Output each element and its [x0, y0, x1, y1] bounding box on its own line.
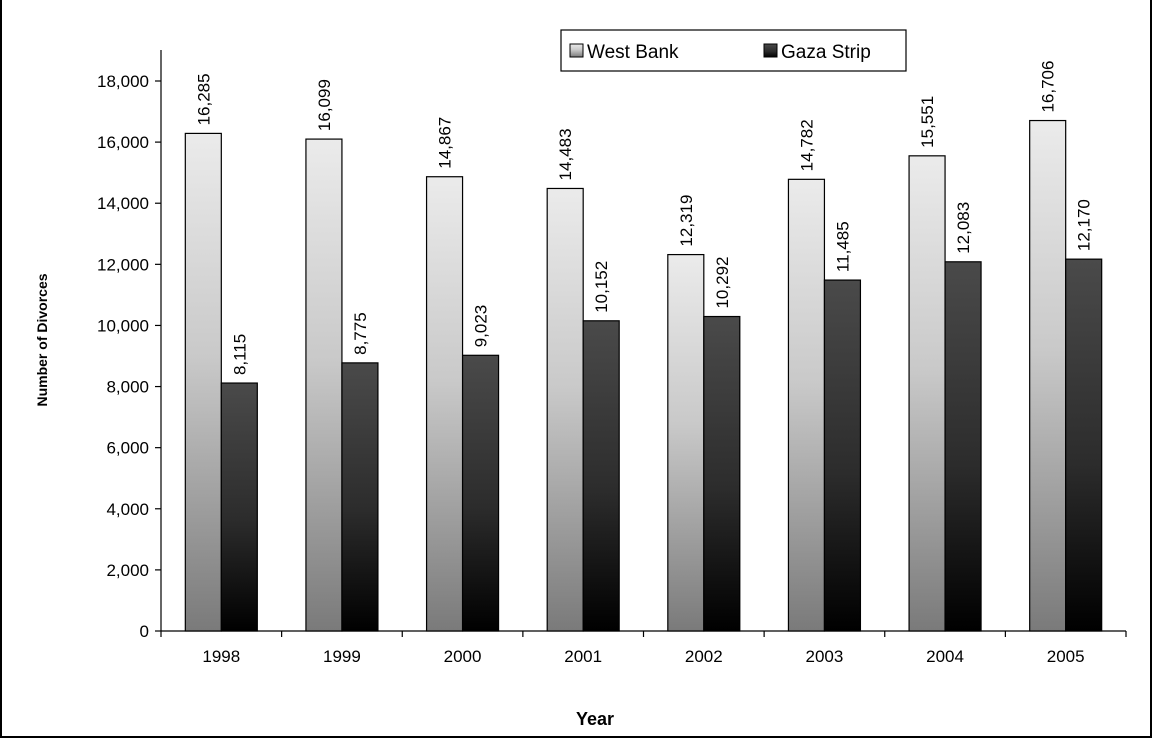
legend-label-gaza-strip: Gaza Strip	[781, 42, 871, 63]
data-label-gaza-strip: 12,083	[954, 202, 973, 254]
y-tick-label: 14,000	[97, 194, 149, 213]
y-tick-label: 10,000	[97, 316, 149, 335]
legend-label-west-bank: West Bank	[587, 42, 679, 63]
axes-layer: 0 2,000 4,000 6,000 8,000 10,000 12,000 14,000 1…	[97, 50, 1127, 666]
bar-gaza-strip	[582, 320, 620, 632]
legend-box	[560, 29, 907, 72]
y-tick-label: 12,000	[97, 255, 149, 274]
data-label-west-bank: 16,099	[315, 79, 334, 131]
data-label-gaza-strip: 10,292	[713, 257, 732, 309]
y-tick-label: 4,000	[106, 500, 149, 519]
bar-gaza-strip	[703, 315, 741, 632]
data-label-gaza-strip: 11,485	[833, 221, 852, 272]
data-label-gaza-strip: 9,023	[472, 305, 491, 348]
x-tick-label: 2005	[1047, 647, 1085, 666]
bar-gaza-strip	[461, 354, 500, 632]
x-tick-label: 2001	[564, 647, 602, 666]
x-tick-label: 2002	[685, 647, 723, 666]
bar-gaza-strip	[220, 382, 258, 632]
x-tick-label: 2004	[926, 647, 964, 666]
data-label-west-bank: 15,551	[918, 96, 937, 148]
data-label-west-bank: 14,483	[556, 128, 575, 180]
y-tick-label: 16,000	[97, 133, 149, 152]
data-labels-layer: 16,285 8,115 16,099 8,775 14,867 9,023 14,483 1…	[194, 61, 1093, 376]
y-tick-label: 6,000	[106, 439, 149, 458]
y-tick-label: 0	[140, 622, 149, 641]
bar-gaza-strip	[1065, 258, 1103, 632]
data-label-west-bank: 16,706	[1039, 61, 1058, 113]
data-label-west-bank: 16,285	[194, 73, 213, 125]
bar-west-bank	[1029, 119, 1067, 632]
bar-gaza-strip	[944, 261, 982, 632]
legend-swatch-gaza-strip	[763, 43, 778, 58]
bar-west-bank	[425, 176, 464, 632]
data-label-gaza-strip: 12,170	[1075, 199, 1094, 251]
y-tick-label: 18,000	[97, 72, 149, 91]
legend: West Bank Gaza Strip	[560, 29, 907, 72]
data-label-gaza-strip: 8,775	[351, 312, 370, 355]
bar-west-bank	[667, 253, 705, 632]
bar-west-bank	[184, 132, 222, 632]
bar-west-bank	[546, 187, 584, 632]
bar-west-bank	[787, 178, 826, 632]
y-tick-label: 2,000	[106, 561, 149, 580]
data-label-gaza-strip: 10,152	[592, 261, 611, 313]
x-axis-title: Year	[576, 709, 614, 729]
x-tick-label: 2003	[806, 647, 844, 666]
data-label-west-bank: 12,319	[677, 195, 696, 247]
bar-west-bank	[305, 138, 343, 632]
bar-gaza-strip	[823, 279, 862, 632]
x-tick-label: 2000	[444, 647, 482, 666]
x-tick-label: 1999	[323, 647, 361, 666]
bar-west-bank	[908, 155, 946, 632]
legend-swatch-west-bank	[569, 43, 584, 58]
x-tick-label: 1998	[202, 647, 240, 666]
bars-layer	[184, 119, 1103, 632]
y-tick-label: 8,000	[106, 378, 149, 397]
data-label-west-bank: 14,782	[797, 119, 816, 171]
data-label-west-bank: 14,867	[436, 117, 455, 169]
y-axis-title: Number of Divorces	[34, 273, 50, 406]
bar-gaza-strip	[341, 362, 379, 632]
data-label-gaza-strip: 8,115	[230, 334, 249, 375]
